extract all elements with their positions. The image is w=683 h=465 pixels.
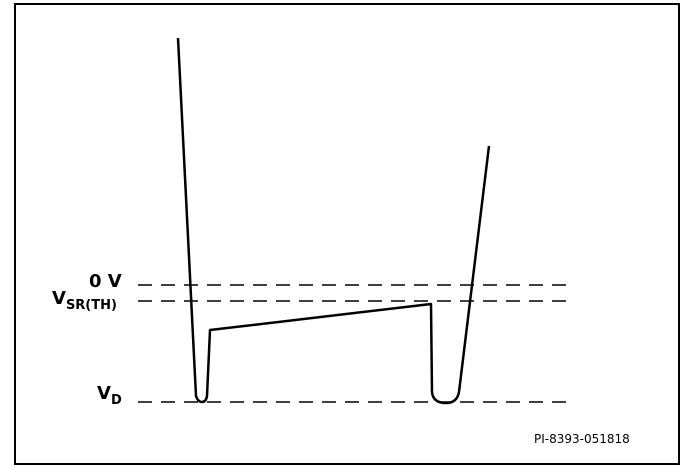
zero-v-label: 0 V <box>89 271 122 292</box>
vd-label: VD <box>97 383 122 408</box>
figure-id: PI-8393-051818 <box>534 432 630 446</box>
vd-label-subscript: D <box>111 393 122 408</box>
voltage-waveform <box>176 37 491 405</box>
vsr-th-label: VSR(TH) <box>52 288 117 313</box>
vd-label-main: V <box>97 383 111 404</box>
vsr-th-label-subscript: SR(TH) <box>66 298 117 313</box>
vsr-th-label-main: V <box>52 288 66 309</box>
diagram-frame <box>14 3 680 465</box>
